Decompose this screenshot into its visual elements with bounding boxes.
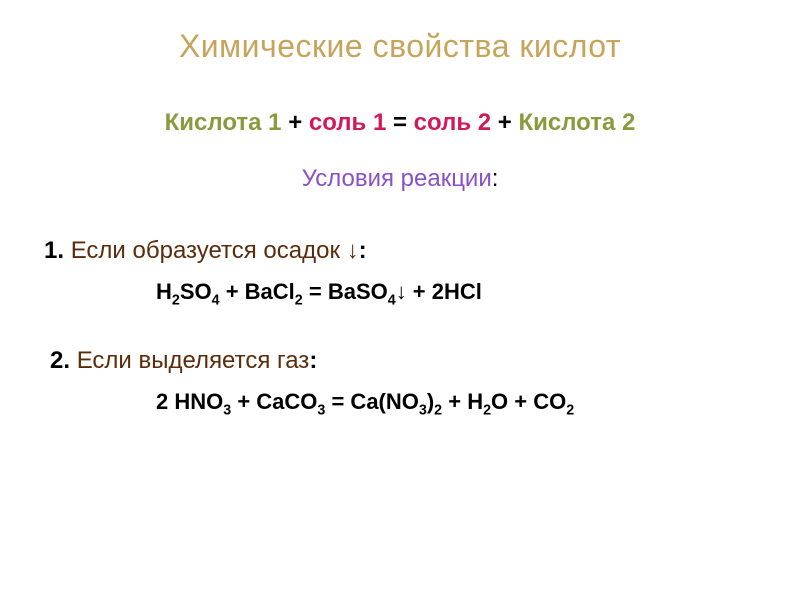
condition-1: 1. Если образуется осадок ↓: <box>44 237 756 265</box>
conditions-heading-text: Условия реакции <box>302 165 492 192</box>
scheme-acid-2: Кислота 2 <box>518 109 635 136</box>
condition-2: 2. Если выделяется газ: <box>50 347 756 375</box>
slide: Химические свойства кислот Кислота 1 + с… <box>0 0 800 600</box>
condition-1-number: 1. <box>44 237 64 264</box>
scheme-salt-2: соль 2 <box>414 109 491 136</box>
slide-title: Химические свойства кислот <box>44 28 756 65</box>
conditions-heading: Условия реакции: <box>44 165 756 193</box>
equation-2: 2 HNO3 + CaCO3 = Ca(NO3)2 + H2O + CO2 <box>156 389 756 415</box>
equation-1: H2SO4 + BaCl2 = BaSO4↓ + 2HCl <box>156 279 756 305</box>
scheme-salt-1: соль 1 <box>309 109 386 136</box>
condition-2-text: Если выделяется газ <box>77 347 310 374</box>
scheme-plus-2: + <box>498 109 512 136</box>
condition-1-text: Если образуется осадок ↓ <box>71 237 359 264</box>
reaction-scheme: Кислота 1 + соль 1 = соль 2 + Кислота 2 <box>44 109 756 137</box>
condition-2-number: 2. <box>50 347 70 374</box>
scheme-acid-1: Кислота 1 <box>165 109 282 136</box>
condition-2-colon: : <box>309 347 317 374</box>
condition-1-colon: : <box>359 237 367 264</box>
conditions-heading-colon: : <box>492 165 499 192</box>
scheme-eq: = <box>393 109 407 136</box>
scheme-plus-1: + <box>288 109 302 136</box>
